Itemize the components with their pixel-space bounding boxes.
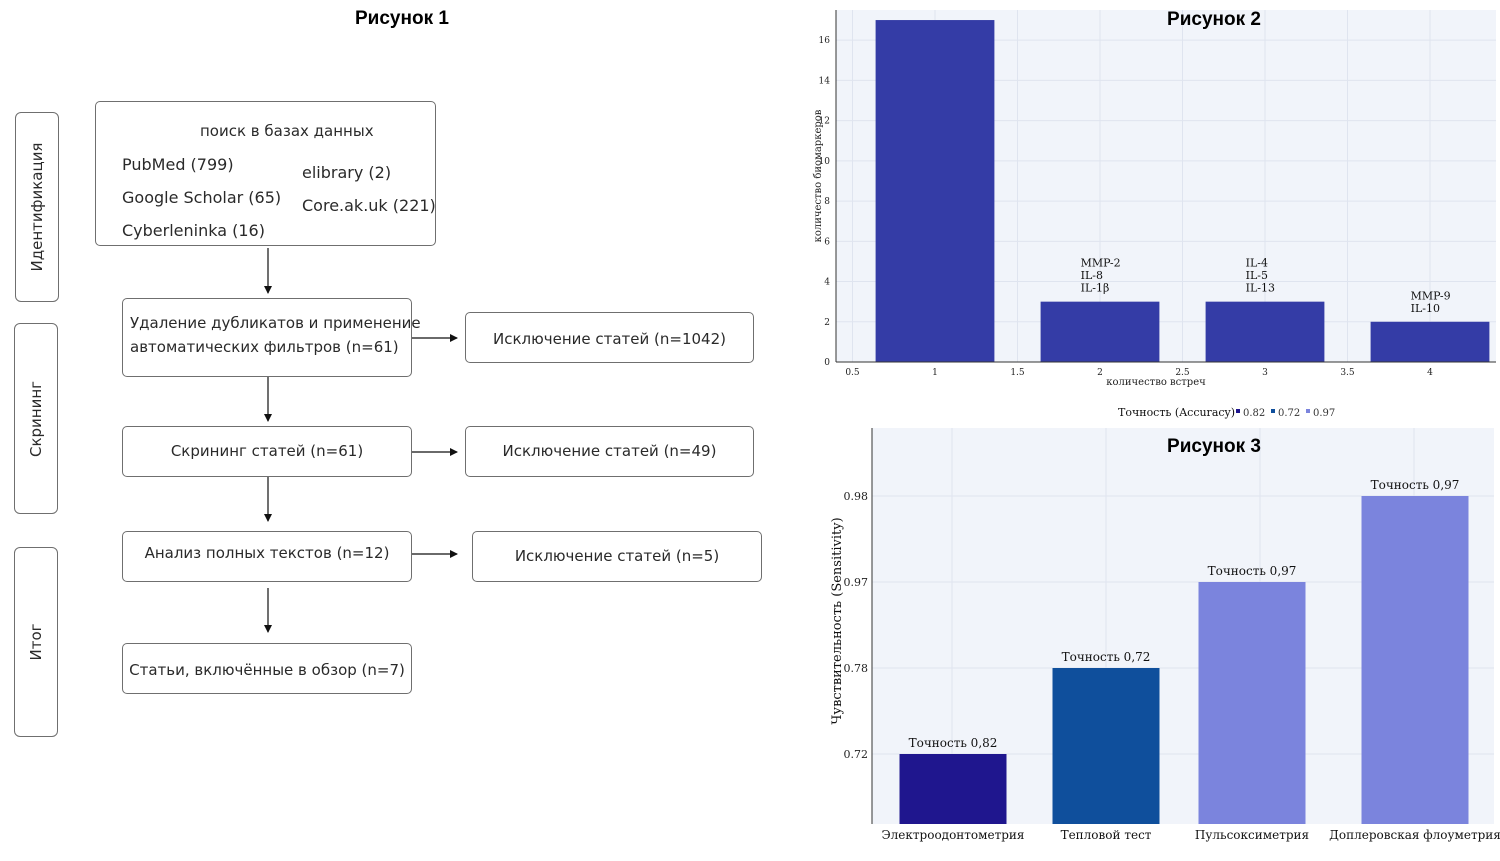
source-core-ak-uk: Core.ak.uk (221) xyxy=(302,196,436,215)
dedup-box: Удаление дубликатов и применение автомат… xyxy=(122,298,421,377)
search-databases-box: поиск в базах данных PubMed (799) Google… xyxy=(95,101,436,246)
exclusion-text-2: Исключение статей (n=49) xyxy=(502,442,717,460)
source-pubmed: PubMed (799) xyxy=(122,155,234,174)
fig2-ytick-label: 2 xyxy=(824,318,830,328)
fig2-ytick-label: 12 xyxy=(819,117,830,127)
fig3-legend-entry: 0.82 xyxy=(1243,408,1265,419)
fig2-annotation: IL-4 xyxy=(1246,257,1268,270)
fig2-ytick-label: 6 xyxy=(824,237,830,247)
included-box: Статьи, включённые в обзор (n=7) xyxy=(122,643,412,694)
fig3-ylabel: Чувствительность (Sensitivity) xyxy=(830,517,845,724)
fig2-xtick-label: 3 xyxy=(1262,368,1268,378)
fig2-ytick-label: 0 xyxy=(824,358,830,368)
fig3-legend-swatch xyxy=(1271,409,1275,413)
fig3-title: Рисунок 3 xyxy=(1167,436,1261,457)
stage-identification-label: Идентификация xyxy=(28,142,46,272)
fig2-ylabel: количество биомаркеров xyxy=(813,109,824,242)
fig3-legend-title: Точность (Accuracy) xyxy=(1118,406,1235,419)
source-elibrary: elibrary (2) xyxy=(302,163,392,182)
fig2-xtick-label: 1.5 xyxy=(1010,368,1025,378)
fig2-xtick-label: 4 xyxy=(1427,368,1433,378)
fig2-annotation: IL-5 xyxy=(1246,269,1268,282)
fig2-annotation: IL-10 xyxy=(1411,302,1440,315)
fig2-xlabel: количество встреч xyxy=(1106,377,1206,388)
exclusion-text-3: Исключение статей (n=5) xyxy=(514,547,720,565)
fig3-category-label: Доплеровская флоуметрия xyxy=(1329,828,1500,842)
fig2-title: Рисунок 2 xyxy=(1167,9,1261,30)
source-google-scholar: Google Scholar (65) xyxy=(122,188,282,207)
fig2-xtick-label: 2.5 xyxy=(1175,368,1190,378)
search-box-header: поиск в базах данных xyxy=(200,122,374,140)
fig3-legend-swatch xyxy=(1236,409,1240,413)
fig3-value-label: Точность 0,97 xyxy=(1371,478,1460,492)
fig2-xtick-label: 0.5 xyxy=(845,368,860,378)
dedup-text-line1: Удаление дубликатов и применение xyxy=(130,314,421,332)
fig2-annotation: MMP-2 xyxy=(1081,257,1121,270)
fig3-ytick-label: 0.78 xyxy=(844,662,869,675)
fig3-bar xyxy=(1052,668,1160,824)
fig3-ytick-label: 0.97 xyxy=(844,576,869,589)
exclusion-box-3: Исключение статей (n=5) xyxy=(472,531,762,582)
fig2-annotation: IL-8 xyxy=(1081,269,1103,282)
stage-screening: Скрининг xyxy=(14,323,58,514)
stage-result-label: Итог xyxy=(27,623,45,661)
exclusion-text-1: Исключение статей (n=1042) xyxy=(493,330,726,348)
fig3-value-label: Точность 0,97 xyxy=(1208,564,1297,578)
fig2-annotation: IL-1β xyxy=(1081,282,1110,295)
fig3-category-label: Пульсоксиметрия xyxy=(1195,828,1309,842)
fig2-ytick-label: 4 xyxy=(824,278,830,288)
fig3-bar xyxy=(1198,582,1306,824)
exclusion-box-2: Исключение статей (n=49) xyxy=(465,426,754,477)
stage-result: Итог xyxy=(14,547,58,737)
figure3-chart: 0.72 0.78 0.97 0.98 Точность 0,82 Электроодон… xyxy=(830,406,1500,842)
stage-screening-label: Скрининг xyxy=(27,380,45,457)
fig3-category-label: Тепловой тест xyxy=(1061,828,1152,842)
dedup-text-line2: автоматических фильтров (n=61) xyxy=(130,338,399,356)
fig3-ytick-label: 0.72 xyxy=(844,748,869,761)
figure1-title: Рисунок 1 xyxy=(355,8,449,29)
exclusion-box-1: Исключение статей (n=1042) xyxy=(465,312,754,363)
fig3-bar xyxy=(899,754,1007,824)
fig2-ytick-label: 10 xyxy=(819,157,831,167)
fig2-bar xyxy=(1040,301,1160,362)
included-text: Статьи, включённые в обзор (n=7) xyxy=(129,661,405,679)
fig2-xtick-label: 3.5 xyxy=(1340,368,1355,378)
stage-identification: Идентификация xyxy=(15,112,59,302)
flow-arrows xyxy=(264,248,458,633)
fig2-bar xyxy=(1370,321,1490,362)
fig3-bar xyxy=(1361,496,1469,824)
fig2-ytick-label: 16 xyxy=(819,36,831,46)
fig2-annotation: IL-13 xyxy=(1246,282,1275,295)
fig2-annotation: MMP-9 xyxy=(1411,289,1451,302)
fig3-value-label: Точность 0,72 xyxy=(1062,650,1151,664)
fig3-legend-swatch xyxy=(1306,409,1310,413)
fig2-xtick-label: 1 xyxy=(932,368,938,378)
screening-box: Скрининг статей (n=61) xyxy=(122,426,412,477)
fulltext-box: Анализ полных текстов (n=12) xyxy=(122,531,412,582)
fig2-ytick-label: 14 xyxy=(819,76,831,86)
fig2-ytick-label: 8 xyxy=(824,197,830,207)
source-cyberleninka: Cyberleninka (16) xyxy=(122,221,265,240)
fig3-value-label: Точность 0,82 xyxy=(909,736,998,750)
screening-text: Скрининг статей (n=61) xyxy=(170,442,364,460)
fig2-bar xyxy=(1205,301,1325,362)
fig3-legend-entry: 0.97 xyxy=(1313,408,1335,419)
fig3-category-label: Электроодонтометрия xyxy=(882,828,1025,842)
fig3-legend-entry: 0.72 xyxy=(1278,408,1300,419)
fulltext-text: Анализ полных текстов (n=12) xyxy=(144,544,390,562)
fig2-xtick-label: 2 xyxy=(1097,368,1103,378)
fig2-bar xyxy=(875,20,995,363)
fig3-ytick-label: 0.98 xyxy=(844,490,869,503)
